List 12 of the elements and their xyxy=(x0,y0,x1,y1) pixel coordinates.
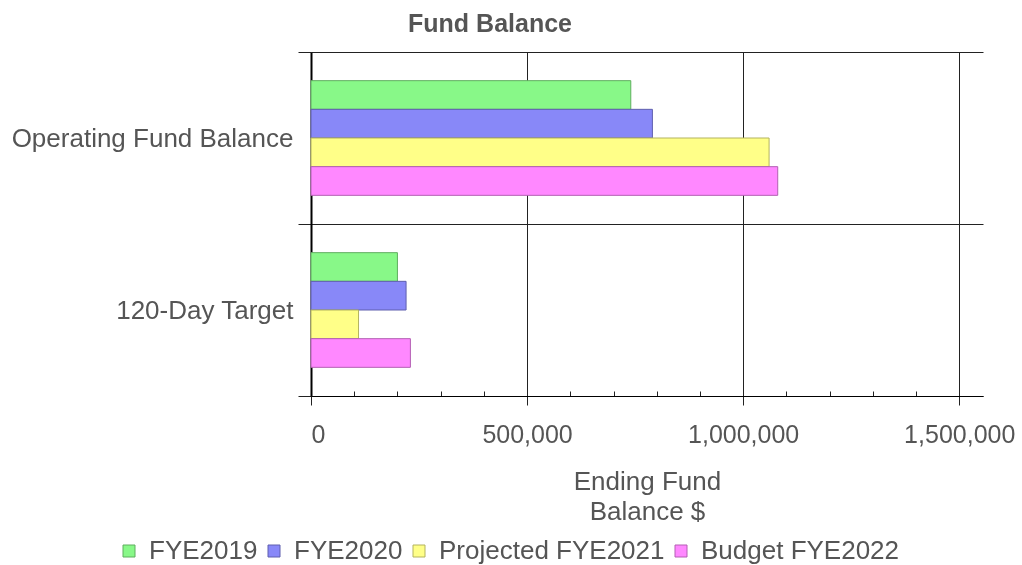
x-axis-title: Ending Fund Balance $ xyxy=(573,465,722,526)
x-tick-label: 1,000,000 xyxy=(688,419,800,448)
legend-label: Projected FYE2021 xyxy=(439,535,665,565)
x-tick-label: 0 xyxy=(311,419,326,448)
chart-title: Fund Balance xyxy=(408,9,573,37)
y-tick-label: 120-Day Target xyxy=(116,294,295,325)
legend-label: FYE2019 xyxy=(149,535,258,565)
y-tick-label: Operating Fund Balance xyxy=(11,122,294,153)
x-tick-label: 500,000 xyxy=(482,419,573,448)
legend-label: FYE2020 xyxy=(294,535,403,565)
x-tick-label: 1,500,000 xyxy=(904,419,1016,448)
legend-label: Budget FYE2022 xyxy=(701,535,900,565)
